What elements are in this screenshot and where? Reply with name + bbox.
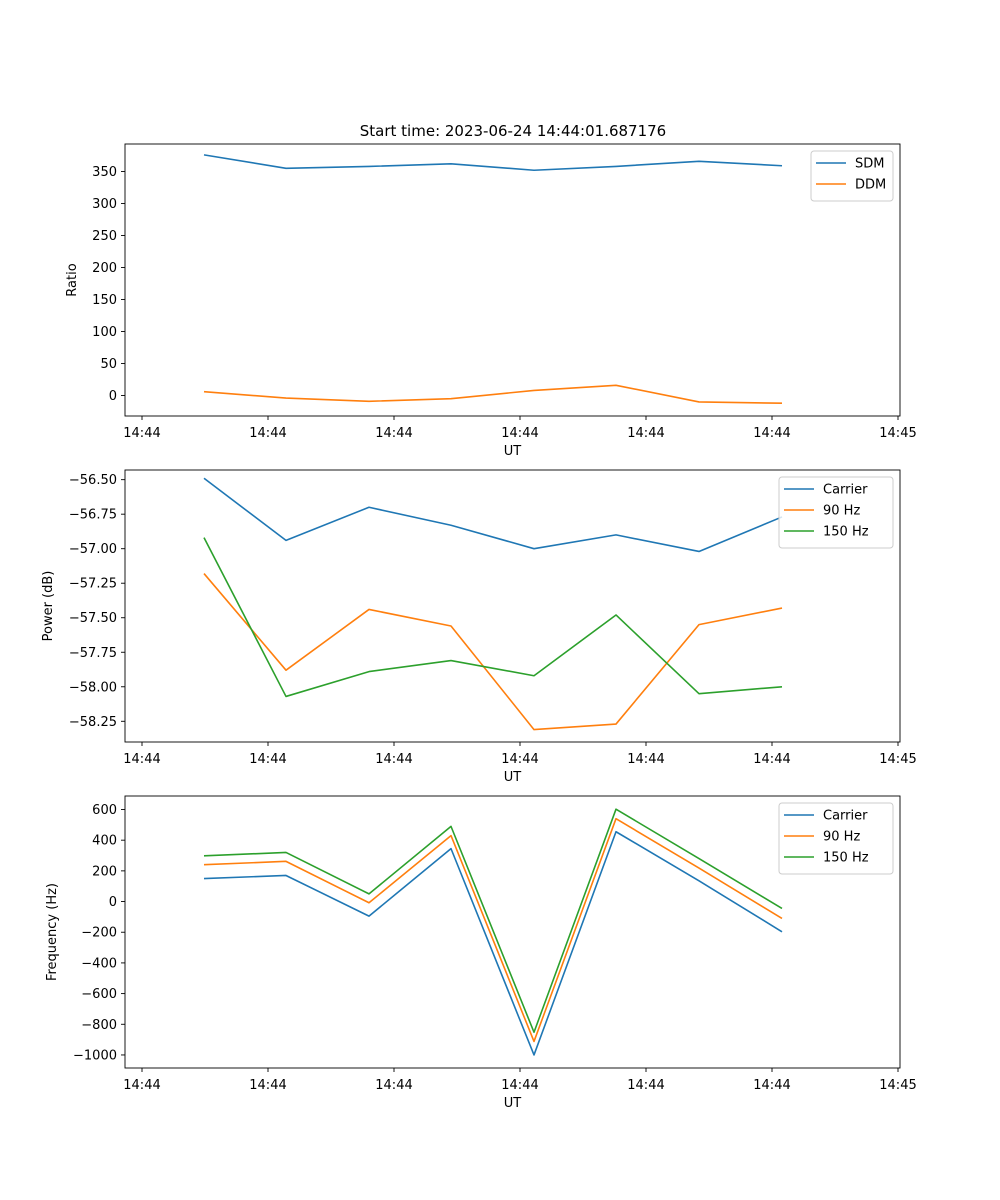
series-line-150-hz	[203, 537, 783, 698]
y-tick-label: −800	[81, 1018, 117, 1033]
x-tick-label: 14:44	[123, 426, 160, 441]
x-tick-label: 14:44	[753, 1078, 790, 1093]
series-line-carrier	[203, 830, 783, 1056]
y-tick-label: 0	[109, 895, 117, 910]
legend-label: SDM	[855, 157, 884, 172]
y-tick-label: −200	[81, 926, 117, 941]
x-axis-label: UT	[504, 444, 522, 459]
y-tick-label: 300	[92, 197, 117, 212]
y-tick-label: 50	[100, 357, 117, 372]
subplot-2: 14:44 14:44 14:44 14:44 14:44 14:44 14:45 UT −58…	[41, 469, 917, 785]
x-tick-label: 14:44	[753, 752, 790, 767]
y-tick-label: −600	[81, 987, 117, 1002]
y-tick-label: −56.75	[69, 508, 117, 523]
x-tick-label: 14:44	[249, 1078, 286, 1093]
legend-label: Carrier	[823, 483, 868, 498]
y-tick-label: −400	[81, 956, 117, 971]
axes-frame	[124, 469, 901, 743]
y-tick-label: −57.25	[69, 577, 117, 592]
y-tick-label: 400	[92, 834, 117, 849]
y-tick-label: 150	[92, 293, 117, 308]
x-tick-label: 14:44	[123, 752, 160, 767]
series-line-90-hz	[203, 573, 783, 731]
x-tick-label: 14:44	[501, 426, 538, 441]
subplots: 14:44 14:44 14:44 14:44 14:44 14:44 14:45 UT 0 50…	[41, 143, 917, 1111]
legend: Carrier 90 Hz 150 Hz	[778, 476, 894, 549]
legend-label: DDM	[855, 178, 886, 193]
x-tick-label: 14:44	[375, 1078, 412, 1093]
axes-frame	[124, 143, 901, 417]
y-tick-label: 100	[92, 325, 117, 340]
figure-title: Start time: 2023-06-24 14:44:01.687176	[360, 122, 666, 140]
y-tick-label: −1000	[73, 1048, 117, 1063]
y-tick-label: 0	[109, 389, 117, 404]
y-tick-label: 200	[92, 261, 117, 276]
x-tick-label: 14:44	[375, 426, 412, 441]
x-tick-label: 14:44	[501, 752, 538, 767]
legend: Carrier 90 Hz 150 Hz	[778, 802, 894, 875]
y-tick-label: −58.00	[69, 680, 117, 695]
y-tick-label: −57.75	[69, 646, 117, 661]
x-tick-label: 14:44	[501, 1078, 538, 1093]
x-tick-label: 14:44	[627, 752, 664, 767]
y-axis-label: Ratio	[65, 263, 80, 296]
y-axis-label: Frequency (Hz)	[45, 883, 60, 981]
y-axis-label: Power (dB)	[41, 571, 56, 642]
x-axis-label: UT	[504, 770, 522, 785]
x-axis-label: UT	[504, 1096, 522, 1111]
subplot-1: 14:44 14:44 14:44 14:44 14:44 14:44 14:45 UT 0 50…	[65, 143, 917, 459]
x-tick-label: 14:44	[627, 426, 664, 441]
y-tick-label: −57.00	[69, 542, 117, 557]
legend: SDM DDM	[810, 150, 894, 202]
legend-label: 90 Hz	[823, 504, 860, 519]
series-line-sdm	[203, 154, 783, 172]
y-tick-label: −58.25	[69, 715, 117, 730]
y-tick-label: 200	[92, 864, 117, 879]
x-tick-label: 14:44	[375, 752, 412, 767]
x-tick-label: 14:45	[879, 752, 916, 767]
x-tick-label: 14:45	[879, 426, 916, 441]
series-line-ddm	[203, 384, 783, 404]
y-tick-label: −56.50	[69, 473, 117, 488]
series-line-90-hz	[203, 817, 783, 1043]
y-tick-label: 350	[92, 165, 117, 180]
series-line-carrier	[203, 477, 783, 553]
legend-label: 150 Hz	[823, 525, 869, 540]
series-line-150-hz	[203, 808, 783, 1034]
y-tick-label: 250	[92, 229, 117, 244]
legend-label: 150 Hz	[823, 851, 869, 866]
x-tick-label: 14:44	[627, 1078, 664, 1093]
y-tick-label: 600	[92, 803, 117, 818]
x-tick-label: 14:44	[249, 752, 286, 767]
x-tick-label: 14:44	[249, 426, 286, 441]
x-tick-label: 14:44	[753, 426, 790, 441]
legend-label: Carrier	[823, 809, 868, 824]
subplot-3: 14:44 14:44 14:44 14:44 14:44 14:44 14:45 UT −10…	[45, 795, 917, 1111]
y-tick-label: −57.50	[69, 611, 117, 626]
x-tick-label: 14:44	[123, 1078, 160, 1093]
legend-label: 90 Hz	[823, 830, 860, 845]
x-tick-label: 14:45	[879, 1078, 916, 1093]
